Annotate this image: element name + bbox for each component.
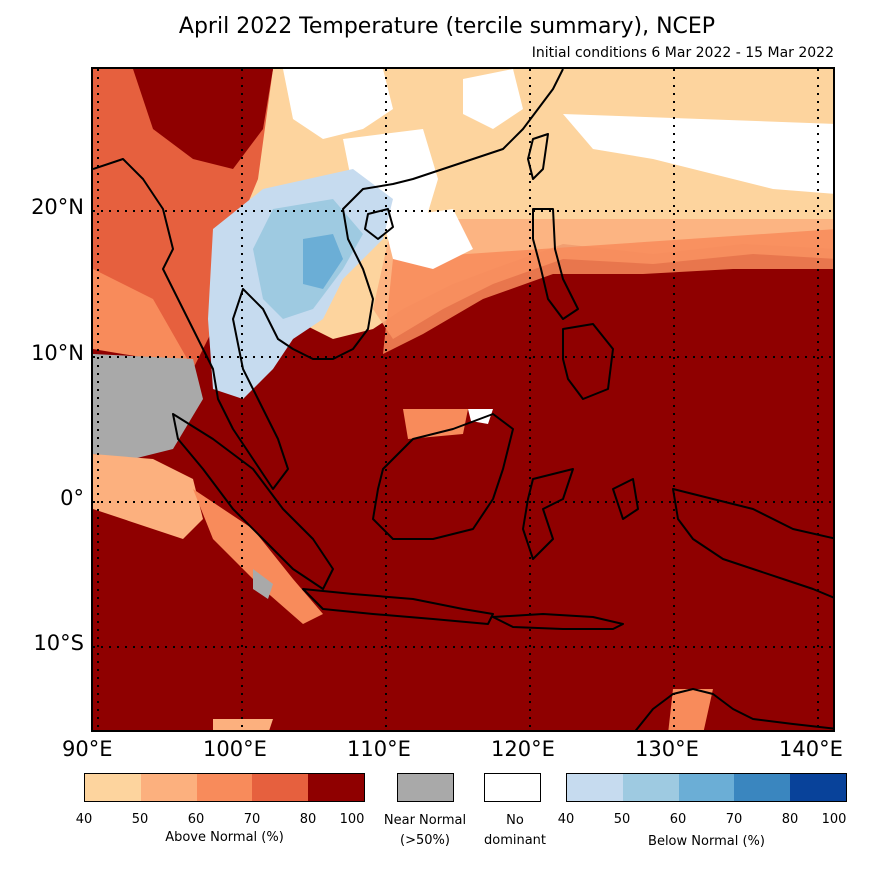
above-seg-5 [308, 774, 364, 801]
above-seg-3 [196, 774, 253, 801]
above-tick-40: 40 [75, 812, 93, 827]
west-mainland-dark [133, 69, 273, 169]
coast-borneo [372, 413, 514, 540]
lon-label-140e: 140°E [779, 737, 843, 761]
coast-australia [634, 688, 833, 730]
no-dominant-label-2: dominant [483, 833, 547, 848]
west-orange-strip [93, 269, 193, 369]
australia-orange [668, 689, 713, 730]
no-dominant-fill [485, 774, 540, 801]
coastlines [93, 69, 833, 730]
north-white-4 [343, 129, 438, 229]
coast-sumatra [172, 413, 334, 590]
above-tick-100: 100 [339, 812, 365, 827]
map-title: April 2022 Temperature (tercile summary)… [178, 14, 716, 39]
below-tick-50: 50 [613, 812, 631, 827]
below-tick-70: 70 [725, 812, 743, 827]
lat-label-0: 0° [60, 486, 84, 510]
above-normal-label: Above Normal (%) [165, 830, 284, 845]
andaman-gray [93, 354, 203, 459]
above-normal-colorbar [84, 773, 365, 802]
below-seg-1 [567, 774, 623, 801]
north-belt-orange2 [383, 229, 833, 354]
tercile-map [91, 67, 835, 732]
lon-label-130e: 130°E [635, 737, 699, 761]
coast-hainan [364, 208, 394, 240]
below-tick-40: 40 [557, 812, 575, 827]
below-seg-5 [790, 774, 846, 801]
below-seg-4 [734, 774, 791, 801]
below-normal-colorbar [566, 773, 847, 802]
lon-label-110e: 110°E [347, 737, 411, 761]
coast-lesser-sunda [492, 613, 624, 630]
north-white-2 [463, 69, 523, 129]
north-white-5 [383, 209, 473, 269]
lat-label-20n: 20°N [31, 195, 84, 219]
above-seg-1 [85, 774, 141, 801]
coast-luzon [532, 208, 579, 320]
above-tick-60: 60 [187, 812, 205, 827]
below-tick-80: 80 [781, 812, 799, 827]
near-normal-fill [398, 774, 453, 801]
north-white-3 [563, 114, 833, 194]
below-tick-100: 100 [821, 812, 847, 827]
coast-sulawesi [522, 468, 574, 560]
below-seg-3 [678, 774, 735, 801]
above-seg-2 [140, 774, 197, 801]
north-white-1 [283, 69, 393, 139]
map-canvas [93, 69, 833, 730]
no-dominant-swatch [484, 773, 541, 802]
lon-label-100e: 100°E [203, 737, 267, 761]
near-normal-swatch [397, 773, 454, 802]
map-subtitle: Initial conditions 6 Mar 2022 - 15 Mar 2… [531, 45, 834, 61]
lon-label-120e: 120°E [491, 737, 555, 761]
coast-asia-mainland [93, 69, 564, 490]
sumatra-orange [193, 489, 323, 624]
coast-new-guinea [672, 488, 833, 599]
above-tick-70: 70 [243, 812, 261, 827]
coast-java [302, 588, 494, 625]
below-normal-label: Below Normal (%) [648, 834, 765, 849]
coast-taiwan [527, 133, 549, 180]
near-normal-label-2: (>50%) [400, 833, 450, 848]
above-tick-50: 50 [131, 812, 149, 827]
borneo-orange [403, 409, 468, 439]
andaman-orange [93, 454, 203, 539]
sumatra-gray [253, 569, 273, 599]
lon-label-90e: 90°E [62, 737, 113, 761]
above-tick-80: 80 [299, 812, 317, 827]
indochina-blue-dark [303, 234, 343, 289]
lat-label-10s: 10°S [33, 631, 84, 655]
south-orange [213, 719, 273, 730]
near-normal-label-1: Near Normal [383, 813, 467, 828]
lat-label-10n: 10°N [31, 341, 84, 365]
below-seg-2 [622, 774, 679, 801]
below-tick-60: 60 [669, 812, 687, 827]
above-seg-4 [252, 774, 309, 801]
coast-mindanao [562, 323, 614, 400]
coast-maluku [612, 478, 639, 520]
no-dominant-label-1: No [506, 813, 524, 828]
